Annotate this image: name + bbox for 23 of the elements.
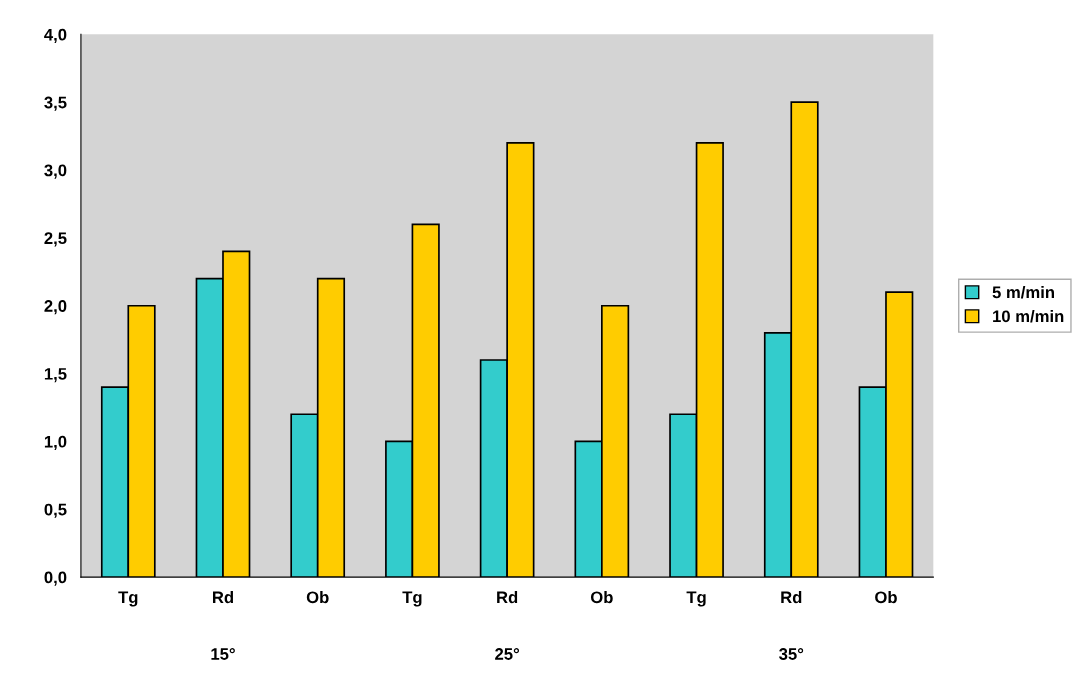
text: 15° (211, 648, 235, 660)
y-tick-label: 0,5 (44, 503, 67, 518)
legend-label: 10 m/min (993, 309, 1064, 323)
y-tick-label: 3,0 (44, 164, 67, 179)
x-tick-label: Tg (686, 591, 706, 607)
y-tick-label: 2,0 (44, 300, 67, 315)
y-tick-label: 4,0 (44, 28, 67, 43)
y-tick-label: 1,5 (44, 368, 67, 383)
x-tick-label: Ob (306, 590, 329, 604)
y-tick-label: 2,5 (44, 232, 67, 247)
x-tick-label: Rd (213, 590, 233, 604)
y-tick-label: 0,0 (44, 571, 67, 586)
y-tick-label: 1,0 (44, 435, 67, 451)
text: 25° (495, 648, 520, 660)
y-tick-label: 3,5 (44, 96, 67, 111)
x-tick-label: Rd (781, 590, 802, 604)
x-tick-label: Rd (497, 590, 518, 604)
legend-label: 5 m/min (992, 286, 1054, 299)
x-tick-label: Ob (875, 590, 897, 604)
x-tick-label: Tg (118, 591, 138, 607)
x-tick-label: Ob (590, 590, 613, 604)
text: 35° (779, 648, 804, 660)
x-tick-label: Tg (402, 591, 422, 607)
